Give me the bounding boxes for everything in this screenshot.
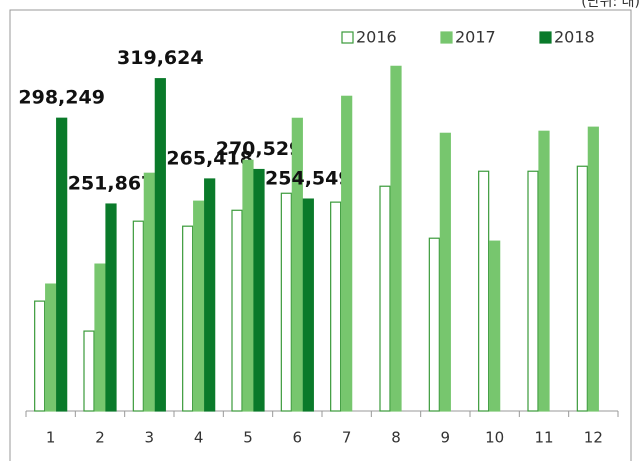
bar	[105, 203, 117, 412]
legend-swatch	[341, 31, 354, 44]
bar	[182, 225, 194, 412]
x-tick-label: 11	[534, 429, 553, 447]
bar	[143, 172, 155, 412]
value-label: 319,624	[117, 47, 204, 69]
x-tick-label: 9	[441, 429, 451, 447]
legend-label: 2016	[356, 28, 397, 47]
legend-label: 2017	[455, 28, 496, 47]
bar	[576, 165, 588, 412]
value-label: 254,549	[265, 168, 352, 190]
bar	[341, 95, 353, 412]
bar	[478, 170, 490, 412]
x-tick-label: 7	[342, 429, 352, 447]
x-tick-label: 1	[46, 429, 56, 447]
bar	[439, 132, 451, 412]
bar	[253, 168, 265, 412]
legend-label: 2018	[554, 28, 595, 47]
bar	[45, 283, 57, 412]
x-tick-label: 8	[391, 429, 401, 447]
bar	[56, 117, 68, 412]
value-label: 270,529	[216, 138, 303, 160]
value-label: 251,867	[68, 173, 155, 195]
bar	[330, 201, 342, 412]
bar	[34, 300, 46, 412]
bar	[242, 159, 254, 412]
bar	[231, 209, 243, 412]
bar	[280, 192, 292, 412]
x-tick-label: 2	[95, 429, 105, 447]
x-tick-label: 4	[194, 429, 204, 447]
bar	[538, 130, 550, 412]
unit-note: (단위: 대)	[581, 0, 640, 10]
bar	[204, 178, 216, 412]
x-tick-label: 12	[584, 429, 603, 447]
bar	[83, 330, 95, 412]
bar	[428, 237, 440, 412]
x-tick-label: 3	[145, 429, 155, 447]
bar	[94, 263, 106, 412]
bar	[291, 117, 303, 412]
bar	[489, 240, 501, 412]
bar	[132, 220, 144, 412]
bar	[587, 126, 599, 412]
bar	[154, 78, 166, 412]
bar	[379, 185, 391, 412]
value-label: 298,249	[18, 87, 105, 109]
x-tick-label: 6	[293, 429, 303, 447]
legend-swatch	[440, 31, 453, 44]
frame	[9, 9, 632, 461]
bar	[527, 170, 539, 412]
value-label: 265,418	[166, 147, 253, 169]
x-tick-label: 5	[243, 429, 253, 447]
bar	[302, 198, 314, 412]
x-tick-label: 10	[485, 429, 504, 447]
bar	[390, 65, 402, 412]
legend-swatch	[539, 31, 552, 44]
bar	[193, 200, 205, 412]
